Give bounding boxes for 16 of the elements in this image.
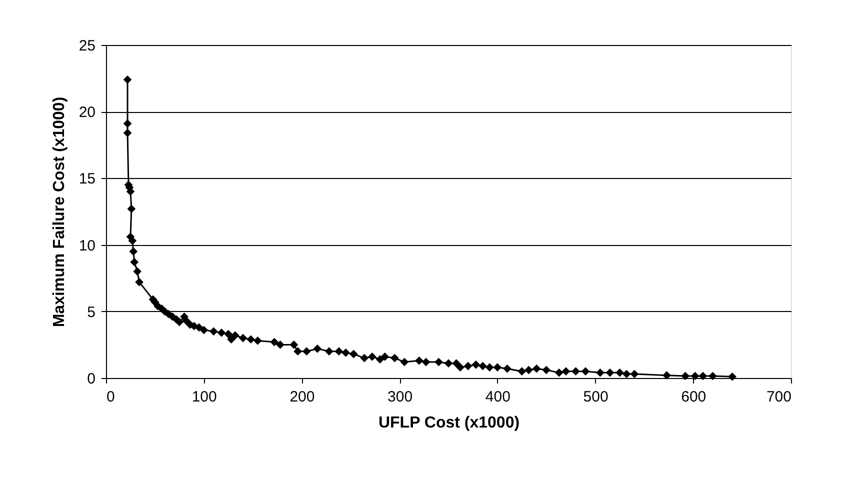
x-tick-label: 400 xyxy=(485,388,510,406)
y-tick-label: 0 xyxy=(87,370,96,388)
y-tick-label: 25 xyxy=(78,38,96,54)
x-tick-label: 700 xyxy=(766,388,792,406)
x-tick-label: 200 xyxy=(290,388,315,406)
x-tick-label: 300 xyxy=(388,388,413,406)
x-tick-label: 500 xyxy=(583,388,608,406)
x-tick-label: 100 xyxy=(192,388,217,406)
y-tick-label: 15 xyxy=(78,170,96,188)
x-tick-label: 600 xyxy=(681,388,706,406)
x-tick-label: 0 xyxy=(106,388,115,406)
y-axis-title: Maximum Failure Cost (x1000) xyxy=(50,96,68,328)
x-axis-title: UFLP Cost (x1000) xyxy=(378,414,520,432)
y-tick-label: 20 xyxy=(78,104,96,122)
y-tick-label: 5 xyxy=(87,304,96,321)
y-tick-label: 10 xyxy=(78,237,96,254)
